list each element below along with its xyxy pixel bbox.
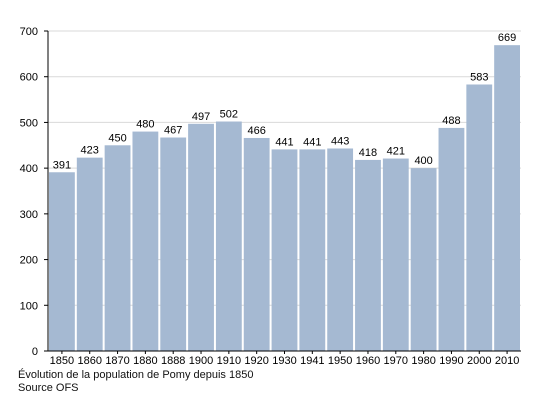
data-label: 400 — [414, 155, 432, 167]
bar-1850 — [49, 172, 75, 351]
data-label: 480 — [136, 119, 154, 131]
x-tick-label: 1941 — [300, 355, 324, 367]
bar-2000 — [466, 84, 493, 351]
bar-1860 — [76, 157, 103, 351]
y-tick-label: 100 — [20, 300, 38, 312]
bar-1920 — [243, 137, 270, 351]
bar-1880 — [132, 131, 159, 351]
bar-1970 — [382, 158, 409, 351]
data-labels: 391 423 450 480 467 497 502 466 441 441 443 418 421 4… — [53, 32, 517, 171]
data-label: 391 — [53, 159, 71, 171]
bar-1960 — [355, 159, 381, 351]
x-tick-label: 1930 — [272, 355, 296, 367]
x-tick-label: 1888 — [161, 355, 185, 367]
x-tick-label: 1970 — [384, 355, 408, 367]
data-label: 421 — [387, 146, 405, 158]
data-label: 488 — [442, 115, 460, 127]
bar-1980 — [410, 168, 437, 351]
bar-1888 — [160, 137, 187, 351]
x-tick-label: 1920 — [244, 355, 268, 367]
y-tick-label: 300 — [20, 209, 38, 221]
x-tick-labels: 1850 1860 1870 1880 1888 1900 1910 1920 1930 1941… — [50, 355, 520, 367]
data-label: 441 — [303, 136, 321, 148]
data-label: 418 — [359, 147, 377, 159]
axes — [44, 30, 521, 354]
x-tick-label: 1950 — [328, 355, 352, 367]
data-label: 669 — [498, 32, 516, 44]
bar-2010 — [494, 45, 520, 352]
bar-1910 — [215, 121, 242, 351]
bar-1870 — [104, 145, 131, 351]
data-label: 467 — [164, 125, 182, 137]
x-tick-label: 1900 — [189, 355, 213, 367]
x-tick-label: 1980 — [411, 355, 435, 367]
chart-source: Source OFS — [18, 382, 79, 394]
x-tick-label: 1850 — [50, 355, 74, 367]
y-tick-label: 400 — [20, 163, 38, 175]
x-tick-label: 1910 — [217, 355, 241, 367]
data-label: 583 — [470, 71, 488, 83]
bars — [49, 45, 520, 352]
x-tick-label: 1860 — [77, 355, 101, 367]
y-tick-label: 700 — [20, 26, 38, 38]
y-tick-label: 600 — [20, 72, 38, 84]
data-label: 441 — [275, 136, 293, 148]
data-label: 466 — [247, 125, 265, 137]
bar-1930 — [271, 149, 298, 351]
data-label: 450 — [108, 132, 126, 144]
bar-1990 — [438, 127, 465, 352]
x-tick-label: 1870 — [105, 355, 129, 367]
y-tick-label: 500 — [20, 117, 38, 129]
bar-1941 — [299, 149, 326, 351]
y-tick-labels: 0 100 200 300 400 500 600 700 — [20, 26, 38, 358]
bar-1950 — [327, 148, 354, 351]
data-label: 502 — [220, 109, 238, 121]
bar-1900 — [188, 123, 214, 351]
x-tick-label: 2010 — [495, 355, 519, 367]
data-label: 443 — [331, 135, 349, 147]
chart-caption: Évolution de la population de Pomy depui… — [18, 369, 254, 381]
x-tick-label: 1990 — [439, 355, 463, 367]
x-tick-label: 2000 — [467, 355, 491, 367]
x-tick-label: 1960 — [356, 355, 380, 367]
data-label: 423 — [81, 145, 99, 157]
y-tick-label: 200 — [20, 255, 38, 267]
y-tick-label: 0 — [32, 346, 38, 358]
x-tick-label: 1880 — [133, 355, 157, 367]
data-label: 497 — [192, 111, 210, 123]
